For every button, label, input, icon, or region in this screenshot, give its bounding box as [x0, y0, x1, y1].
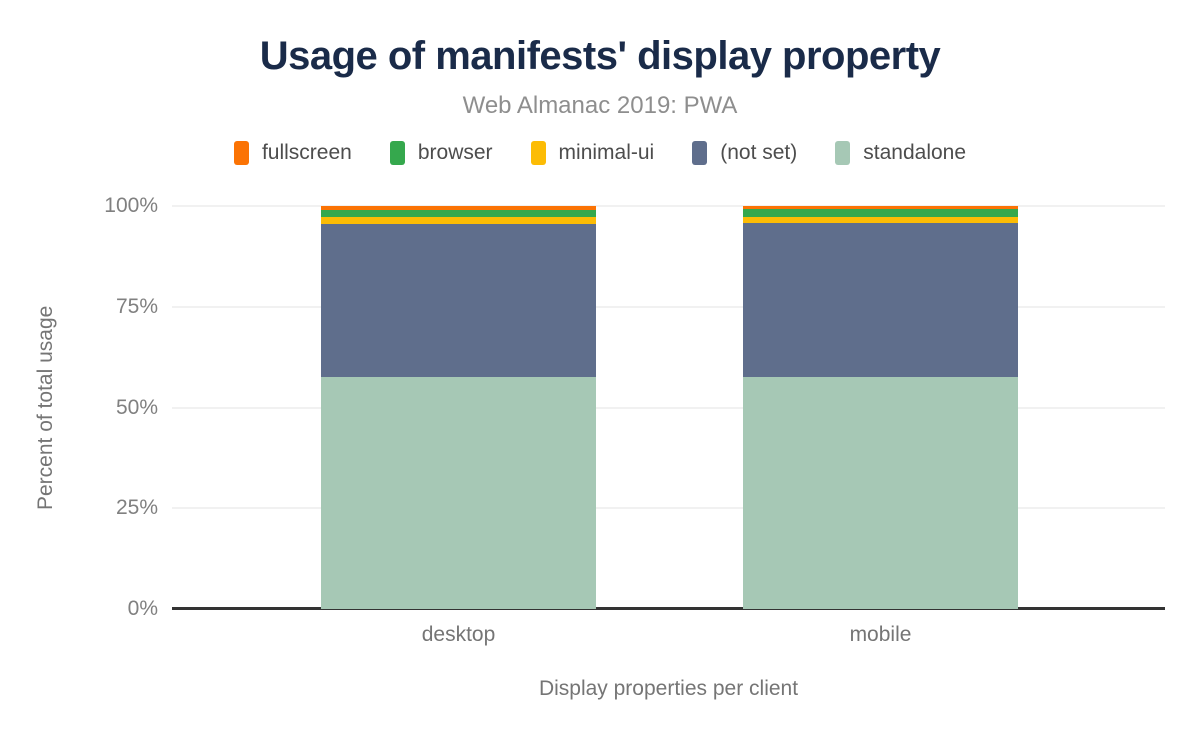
gridline-75%	[172, 305, 1165, 308]
bar-segment-mobile-minimal-ui	[743, 217, 1018, 223]
y-tick-label-0%: 0%	[127, 597, 158, 620]
bar-segment-desktop-minimal-ui	[321, 216, 596, 225]
legend-item-fullscreen: fullscreen	[233, 141, 352, 165]
legend-item-minimal-ui: minimal-ui	[530, 141, 655, 165]
gridline-50%	[172, 406, 1165, 409]
bar-segment-desktop-notset	[321, 224, 596, 378]
bar-segment-mobile-standalone	[743, 377, 1018, 609]
legend-label: minimal-ui	[558, 141, 655, 164]
x-category-label-desktop: desktop	[421, 623, 496, 646]
legend-item-notset: (not set)	[692, 141, 797, 165]
legend-item-browser: browser	[389, 141, 493, 165]
x-axis-line	[172, 607, 1165, 610]
stacked-bar-mobile	[743, 206, 1018, 609]
bar-segment-mobile-notset	[743, 222, 1018, 378]
plot-area: 0% 25% 50% 75% 100% desktop mobile	[104, 194, 1165, 646]
y-tick-label-75%: 75%	[115, 294, 158, 318]
chart-subtitle: Web Almanac 2019: PWA	[462, 92, 738, 119]
legend-swatch-icon	[233, 141, 249, 165]
bar-segment-mobile-fullscreen	[743, 206, 1018, 210]
legend-label: standalone	[863, 141, 967, 164]
bar-segment-mobile-browser	[743, 209, 1018, 218]
y-tick-label-25%: 25%	[115, 496, 158, 520]
gridline-25%	[172, 507, 1165, 510]
y-tick-label-100%: 100%	[104, 194, 158, 217]
legend-swatch-icon	[389, 141, 405, 165]
legend-swatch-icon	[692, 141, 708, 165]
bar-segment-desktop-standalone	[321, 377, 596, 609]
legend-label: fullscreen	[261, 141, 352, 164]
gridline-100%	[172, 205, 1165, 207]
y-tick-label-50%: 50%	[115, 395, 158, 419]
bar-segment-desktop-fullscreen	[321, 206, 596, 211]
stacked-bar-desktop	[321, 206, 596, 609]
legend-swatch-icon	[530, 141, 546, 165]
chart-title: Usage of manifests' display property	[259, 34, 941, 78]
legend-item-standalone: standalone	[835, 141, 966, 165]
x-axis-title: Display properties per client	[538, 677, 799, 700]
y-axis-title: Percent of total usage	[34, 305, 57, 510]
legend: fullscreen browser minimal-ui (not set) stan…	[0, 141, 1200, 165]
legend-label: browser	[417, 141, 493, 164]
legend-swatch-icon	[835, 141, 851, 165]
x-category-label-mobile: mobile	[849, 623, 912, 646]
legend-label: (not set)	[720, 141, 798, 164]
bar-segment-desktop-browser	[321, 210, 596, 217]
